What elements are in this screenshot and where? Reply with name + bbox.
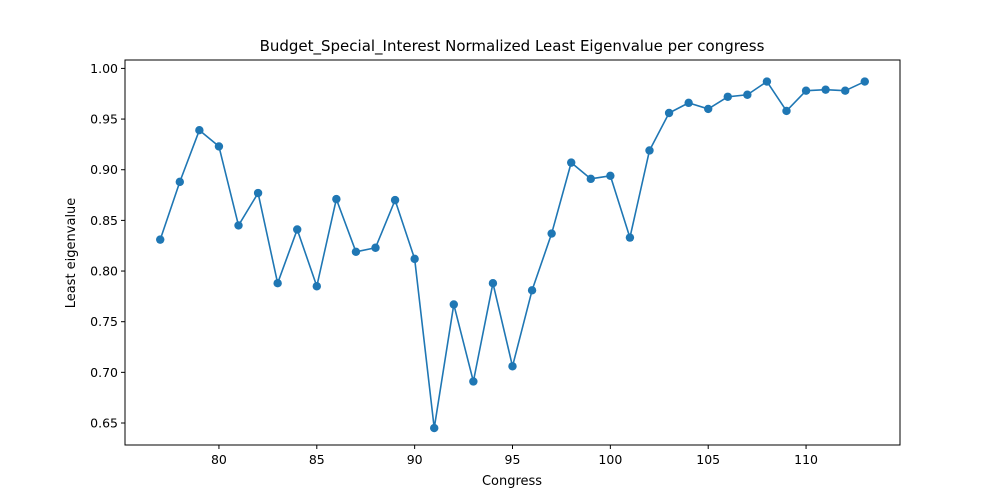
data-point [527, 286, 537, 295]
data-point [214, 142, 224, 151]
data-point [567, 158, 576, 167]
data-point [547, 229, 556, 238]
y-tick-label: 0.80 [90, 264, 118, 279]
data-point [782, 106, 791, 116]
data-point [175, 177, 184, 187]
data-point [586, 174, 595, 184]
data-point [488, 278, 498, 288]
y-tick-label: 0.95 [90, 112, 118, 127]
data-point [332, 194, 341, 204]
y-axis: 0.65 0.70 0.75 0.80 0.85 0.90 0.95 1.00 [90, 61, 125, 431]
data-point [449, 300, 458, 309]
data-point [195, 126, 204, 135]
data-point [508, 362, 517, 371]
y-tick-label: 0.85 [90, 213, 118, 228]
y-tick-label: 0.70 [90, 365, 118, 380]
data-point [743, 90, 752, 99]
chart-title: Budget_Special_Interest Normalized Least… [260, 37, 765, 56]
plot-area [124, 59, 901, 446]
x-tick-label: 95 [505, 452, 521, 467]
data-point [293, 225, 302, 234]
data-point [684, 98, 693, 108]
series-line-group [159, 80, 866, 429]
data-point [469, 377, 478, 386]
y-tick-label: 1.00 [90, 61, 118, 76]
y-axis-label: Least eigenvalue [64, 198, 79, 309]
y-tick-label: 0.65 [90, 416, 118, 431]
data-point [801, 86, 811, 95]
data-point [351, 247, 361, 256]
data-point [606, 171, 615, 181]
data-point [410, 254, 419, 264]
data-point [841, 86, 850, 95]
data-point [625, 233, 635, 242]
x-tick-label: 90 [407, 452, 423, 467]
x-tick-label: 80 [211, 452, 227, 467]
data-point [234, 221, 243, 230]
data-point [253, 188, 263, 198]
y-tick-label: 0.90 [90, 162, 118, 177]
data-point [723, 92, 732, 101]
x-tick-label: 100 [598, 452, 622, 467]
data-point [390, 195, 400, 205]
data-point [312, 282, 321, 291]
x-tick-label: 110 [794, 452, 818, 467]
series-line [159, 80, 866, 429]
data-point [645, 146, 654, 155]
x-axis-label: Congress [482, 474, 542, 489]
data-point [860, 77, 869, 86]
data-point [371, 243, 380, 252]
data-point [430, 423, 439, 433]
data-point [273, 278, 282, 288]
series-points-group [156, 77, 869, 433]
data-point [664, 108, 674, 118]
x-tick-label: 85 [309, 452, 325, 467]
data-point [704, 104, 713, 114]
data-point [156, 235, 165, 244]
y-tick-label: 0.75 [90, 314, 118, 329]
x-tick-label: 105 [696, 452, 720, 467]
data-point [762, 77, 772, 86]
data-point [821, 85, 830, 94]
x-axis: 80 85 90 95 100 105 110 [211, 445, 818, 467]
